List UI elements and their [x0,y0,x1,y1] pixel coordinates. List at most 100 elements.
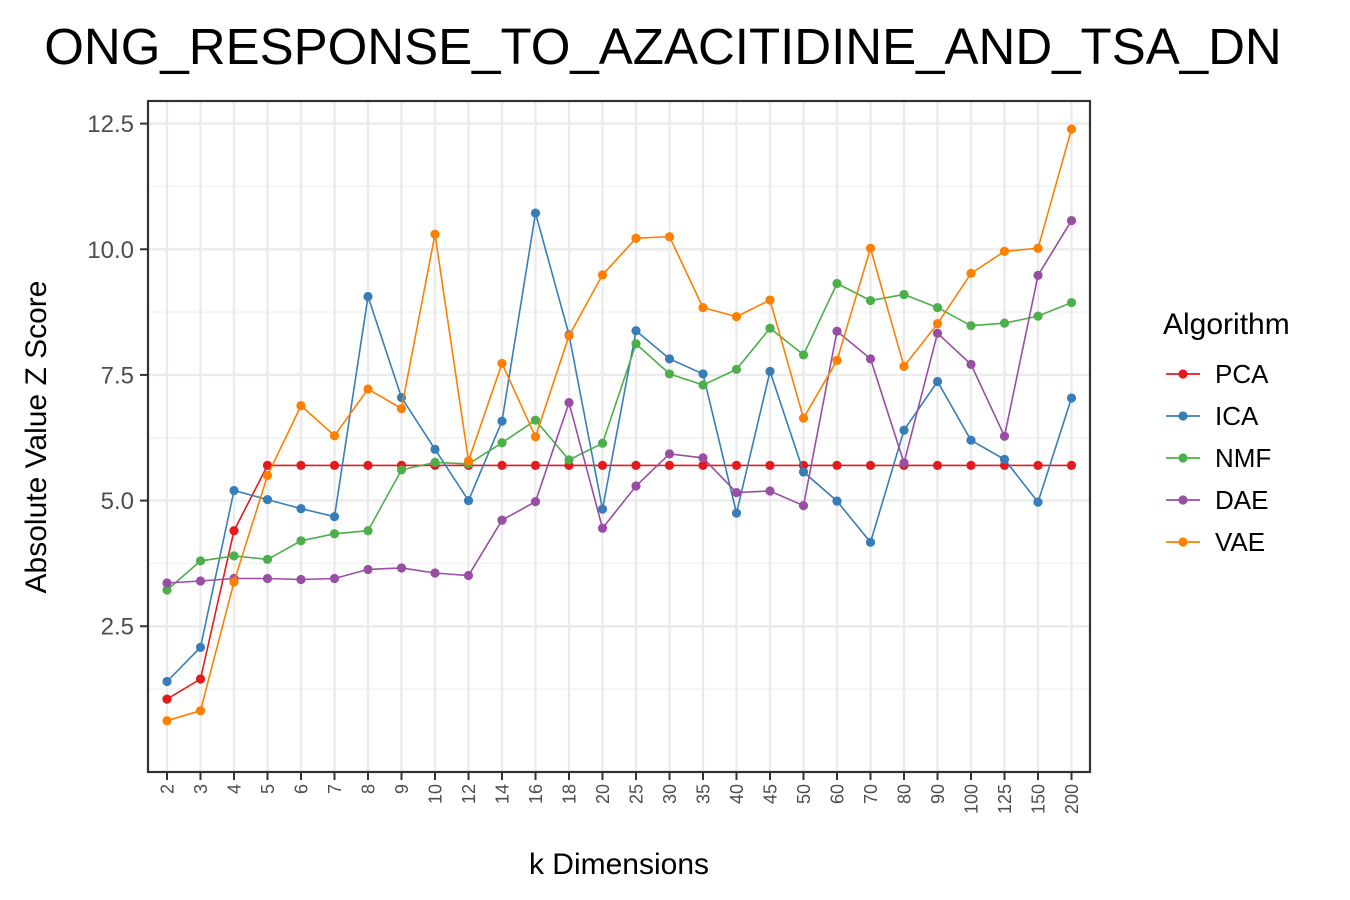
legend-item-pca: PCA [1166,359,1269,389]
data-point-ica [329,512,340,522]
data-point-nmf [296,536,306,546]
legend-item-vae: VAE [1166,527,1265,557]
series-line-dae [166,220,1073,584]
data-point-pca [363,460,373,471]
data-point-nmf [899,289,909,300]
data-point-nmf [195,556,206,566]
data-point-ica [999,454,1010,464]
data-point-dae [463,570,474,581]
data-point-pca [631,460,641,471]
data-point-vae [430,229,440,239]
data-point-nmf [765,323,775,333]
data-point-dae [262,573,273,584]
x-tick-label: 6 [292,784,312,794]
data-point-vae [363,384,373,394]
data-point-ica [731,508,742,518]
data-point-pca [530,460,541,471]
data-point-vae [329,431,340,441]
data-point-nmf [396,465,407,475]
data-point-ica [195,642,206,652]
y-tick-label: 5.0 [101,488,134,515]
series-vae [162,124,1077,726]
x-tick-label: 70 [861,784,881,804]
data-point-pca [865,460,876,471]
data-point-vae [1066,124,1077,134]
data-point-nmf [832,278,842,289]
data-point-dae [966,359,976,369]
grid-major [148,101,1090,772]
data-point-dae [631,481,641,491]
data-point-nmf [1066,297,1077,308]
legend-item-ica: ICA [1166,401,1259,431]
data-point-nmf [966,321,976,331]
y-tick-label: 7.5 [101,362,134,389]
data-point-dae [731,487,742,498]
x-axis: 2 3 4 5 6 7 8 9 10 12 14 16 18 20 25 30 35 40 45 50 60 70 80 90… [158,772,1082,814]
data-point-nmf [1033,311,1043,321]
data-point-nmf [530,415,541,425]
x-tick-label: 14 [493,784,513,804]
data-point-vae [865,243,876,253]
data-point-dae [865,354,876,364]
data-point-dae [564,397,574,408]
legend: Algorithm PCA ICA NMF DAE VAE [1163,308,1290,557]
y-tick-label: 12.5 [87,111,134,138]
x-tick-label: 12 [459,784,479,804]
data-point-ica [296,504,306,514]
chart-title: ONG_RESPONSE_TO_AZACITIDINE_AND_TSA_DN [44,18,1282,75]
data-point-ica [597,504,608,514]
data-point-dae [999,431,1010,441]
x-tick-label: 2 [158,784,178,794]
data-point-ica [698,369,708,379]
data-point-nmf [698,380,708,390]
legend-label-ica: ICA [1215,401,1259,431]
legend-key-point-ica [1178,411,1188,421]
data-point-dae [1033,270,1043,281]
x-tick-label: 30 [660,784,680,804]
data-point-dae [162,578,172,588]
legend-key-point-nmf [1178,453,1188,463]
y-axis: 2.5 5.0 7.5 10.0 12.5 [87,111,148,641]
data-point-dae [296,574,306,585]
data-point-pca [597,460,608,471]
data-point-dae [1066,216,1077,226]
y-tick-label: 2.5 [101,614,134,641]
x-tick-label: 100 [962,784,982,814]
data-point-vae [631,233,641,243]
data-point-nmf [162,585,172,595]
x-tick-label: 90 [928,784,948,804]
data-point-vae [162,716,172,726]
data-point-vae [731,312,742,322]
data-point-vae [899,361,909,371]
data-point-pca [497,460,507,471]
data-point-pca [229,526,239,536]
data-point-dae [363,564,373,575]
data-point-nmf [999,318,1010,328]
data-point-ica [430,444,440,454]
data-point-ica [765,366,775,377]
data-point-vae [999,246,1010,256]
x-tick-label: 200 [1062,784,1082,814]
series-line-pca [166,464,1072,700]
legend-item-dae: DAE [1166,485,1268,515]
data-point-pca [1033,460,1043,471]
data-point-ica [463,495,474,506]
data-point-nmf [229,551,239,561]
y-tick-label: 10.0 [87,237,134,264]
data-point-nmf [597,438,608,448]
series-line-vae [166,128,1073,722]
data-point-pca [195,674,206,684]
data-point-vae [463,456,474,466]
data-point-nmf [932,302,943,313]
data-point-pca [262,460,273,471]
data-point-vae [832,355,842,365]
data-point-ica [631,326,641,336]
data-point-dae [329,573,340,584]
data-point-vae [932,319,943,329]
data-point-dae [497,515,507,525]
x-tick-label: 35 [694,784,714,804]
data-point-vae [296,400,306,411]
data-point-dae [530,496,541,507]
data-point-dae [932,328,943,338]
